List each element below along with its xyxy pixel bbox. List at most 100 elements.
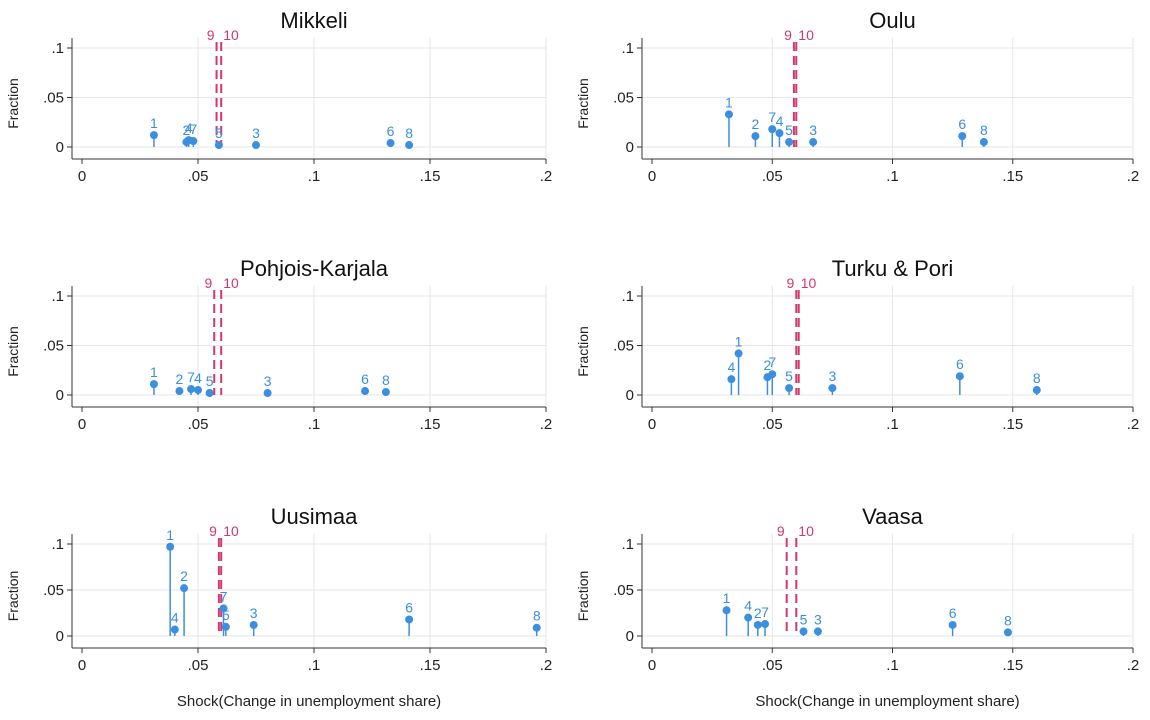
- x-axis-title: Shock(Change in unemployment share): [177, 693, 441, 710]
- point-label: 7: [187, 369, 195, 385]
- data-point: [194, 386, 202, 395]
- point-label: 3: [828, 368, 836, 384]
- vline-label: 10: [798, 523, 814, 539]
- point-label: 7: [768, 354, 776, 370]
- point-label: 7: [220, 588, 228, 604]
- vline-label: 10: [223, 275, 239, 291]
- x-tick-label: .05: [762, 416, 783, 433]
- vline-label: 10: [801, 275, 817, 291]
- data-point: [761, 620, 770, 629]
- data-point: [828, 384, 837, 393]
- data-point: [405, 615, 414, 624]
- data-point: [809, 138, 818, 147]
- y-tick-label: .05: [613, 90, 634, 107]
- x-tick-label: .05: [188, 416, 209, 433]
- data-point: [166, 542, 175, 551]
- x-tick-label: .05: [188, 168, 209, 185]
- panel-2: 0 .05 .1 .15 .2 0 .05 .1 Fraction Oulu 9 10 1 2 7 45 3 6 8: [575, 8, 1139, 185]
- point-label: 5: [785, 122, 793, 138]
- y-tick-label: .05: [43, 582, 64, 599]
- point-label: 6: [949, 605, 957, 621]
- point-label: 5: [800, 611, 808, 627]
- data-point: [187, 385, 196, 394]
- data-point: [948, 620, 957, 629]
- x-tick-label: .15: [1002, 657, 1023, 674]
- y-tick-label: 0: [626, 628, 634, 645]
- point-label: 5: [785, 368, 793, 384]
- y-tick-label: 0: [626, 387, 634, 404]
- vline-label: 9: [207, 27, 215, 43]
- data-point: [149, 380, 158, 389]
- data-point: [405, 141, 414, 150]
- data-point: [175, 387, 184, 396]
- data-point: [955, 372, 964, 381]
- point-label: 6: [956, 356, 964, 372]
- x-tick-label: .05: [762, 168, 783, 185]
- data-point: [170, 625, 179, 634]
- point-label: 8: [382, 372, 390, 388]
- x-tick-label: .1: [308, 168, 321, 185]
- data-point: [205, 389, 214, 398]
- x-tick-label: .1: [886, 416, 899, 433]
- panel-title: Mikkeli: [280, 8, 347, 33]
- data-point: [958, 132, 967, 141]
- data-point: [785, 384, 794, 393]
- x-tick-label: 0: [78, 657, 86, 674]
- vline-label: 10: [223, 27, 239, 43]
- data-point: [219, 604, 228, 613]
- x-tick-label: .15: [420, 168, 441, 185]
- point-label: 1: [723, 590, 731, 606]
- vline-label: 9: [784, 27, 792, 43]
- data-point: [799, 627, 808, 636]
- point-label: 4: [727, 359, 735, 375]
- x-tick-label: .15: [420, 657, 441, 674]
- x-tick-label: 0: [78, 168, 86, 185]
- point-label: 1: [150, 115, 158, 131]
- data-point: [189, 137, 198, 146]
- y-tick-label: 0: [626, 139, 634, 156]
- y-axis-title: Fraction: [5, 78, 21, 129]
- data-point: [381, 388, 390, 397]
- point-label: 8: [1004, 612, 1012, 628]
- panel-5: 0 .05 .1 .15 .2 0 .05 .1 Fraction Uusimaa 9 10 1 4 2 7 5…: [5, 504, 552, 710]
- data-point: [727, 375, 736, 384]
- y-axis-title: Fraction: [5, 326, 21, 377]
- x-tick-label: .1: [886, 168, 899, 185]
- data-point: [775, 129, 784, 138]
- y-axis-title: Fraction: [5, 571, 21, 622]
- data-point: [753, 620, 762, 629]
- x-tick-label: 0: [78, 416, 86, 433]
- data-point: [744, 613, 753, 622]
- y-tick-label: .1: [621, 40, 634, 57]
- point-label: 8: [1033, 370, 1041, 386]
- y-tick-label: .1: [51, 288, 64, 305]
- point-label: 2: [183, 122, 191, 138]
- point-label: 2: [754, 605, 762, 621]
- data-point: [249, 620, 258, 629]
- point-label: 4: [194, 370, 202, 386]
- data-point: [532, 623, 541, 632]
- point-label: 8: [533, 608, 541, 624]
- y-tick-label: .1: [621, 536, 634, 553]
- vline-label: 9: [204, 275, 212, 291]
- x-tick-label: 0: [648, 416, 656, 433]
- point-label: 2: [180, 568, 188, 584]
- point-label: 6: [361, 371, 369, 387]
- x-tick-label: .15: [1002, 416, 1023, 433]
- x-axis-title: Shock(Change in unemployment share): [755, 693, 1019, 710]
- y-tick-label: 0: [56, 387, 64, 404]
- point-label: 8: [405, 125, 413, 141]
- point-label: 4: [744, 598, 752, 614]
- point-label: 2: [176, 371, 184, 387]
- data-point: [386, 139, 395, 148]
- point-label: 2: [752, 116, 760, 132]
- data-point: [263, 389, 272, 398]
- point-label: 5: [215, 125, 223, 141]
- point-label: 3: [250, 605, 258, 621]
- x-tick-label: .2: [540, 416, 553, 433]
- vline-label: 9: [209, 523, 217, 539]
- y-tick-label: .1: [51, 40, 64, 57]
- data-point: [813, 627, 822, 636]
- y-tick-label: .05: [43, 338, 64, 355]
